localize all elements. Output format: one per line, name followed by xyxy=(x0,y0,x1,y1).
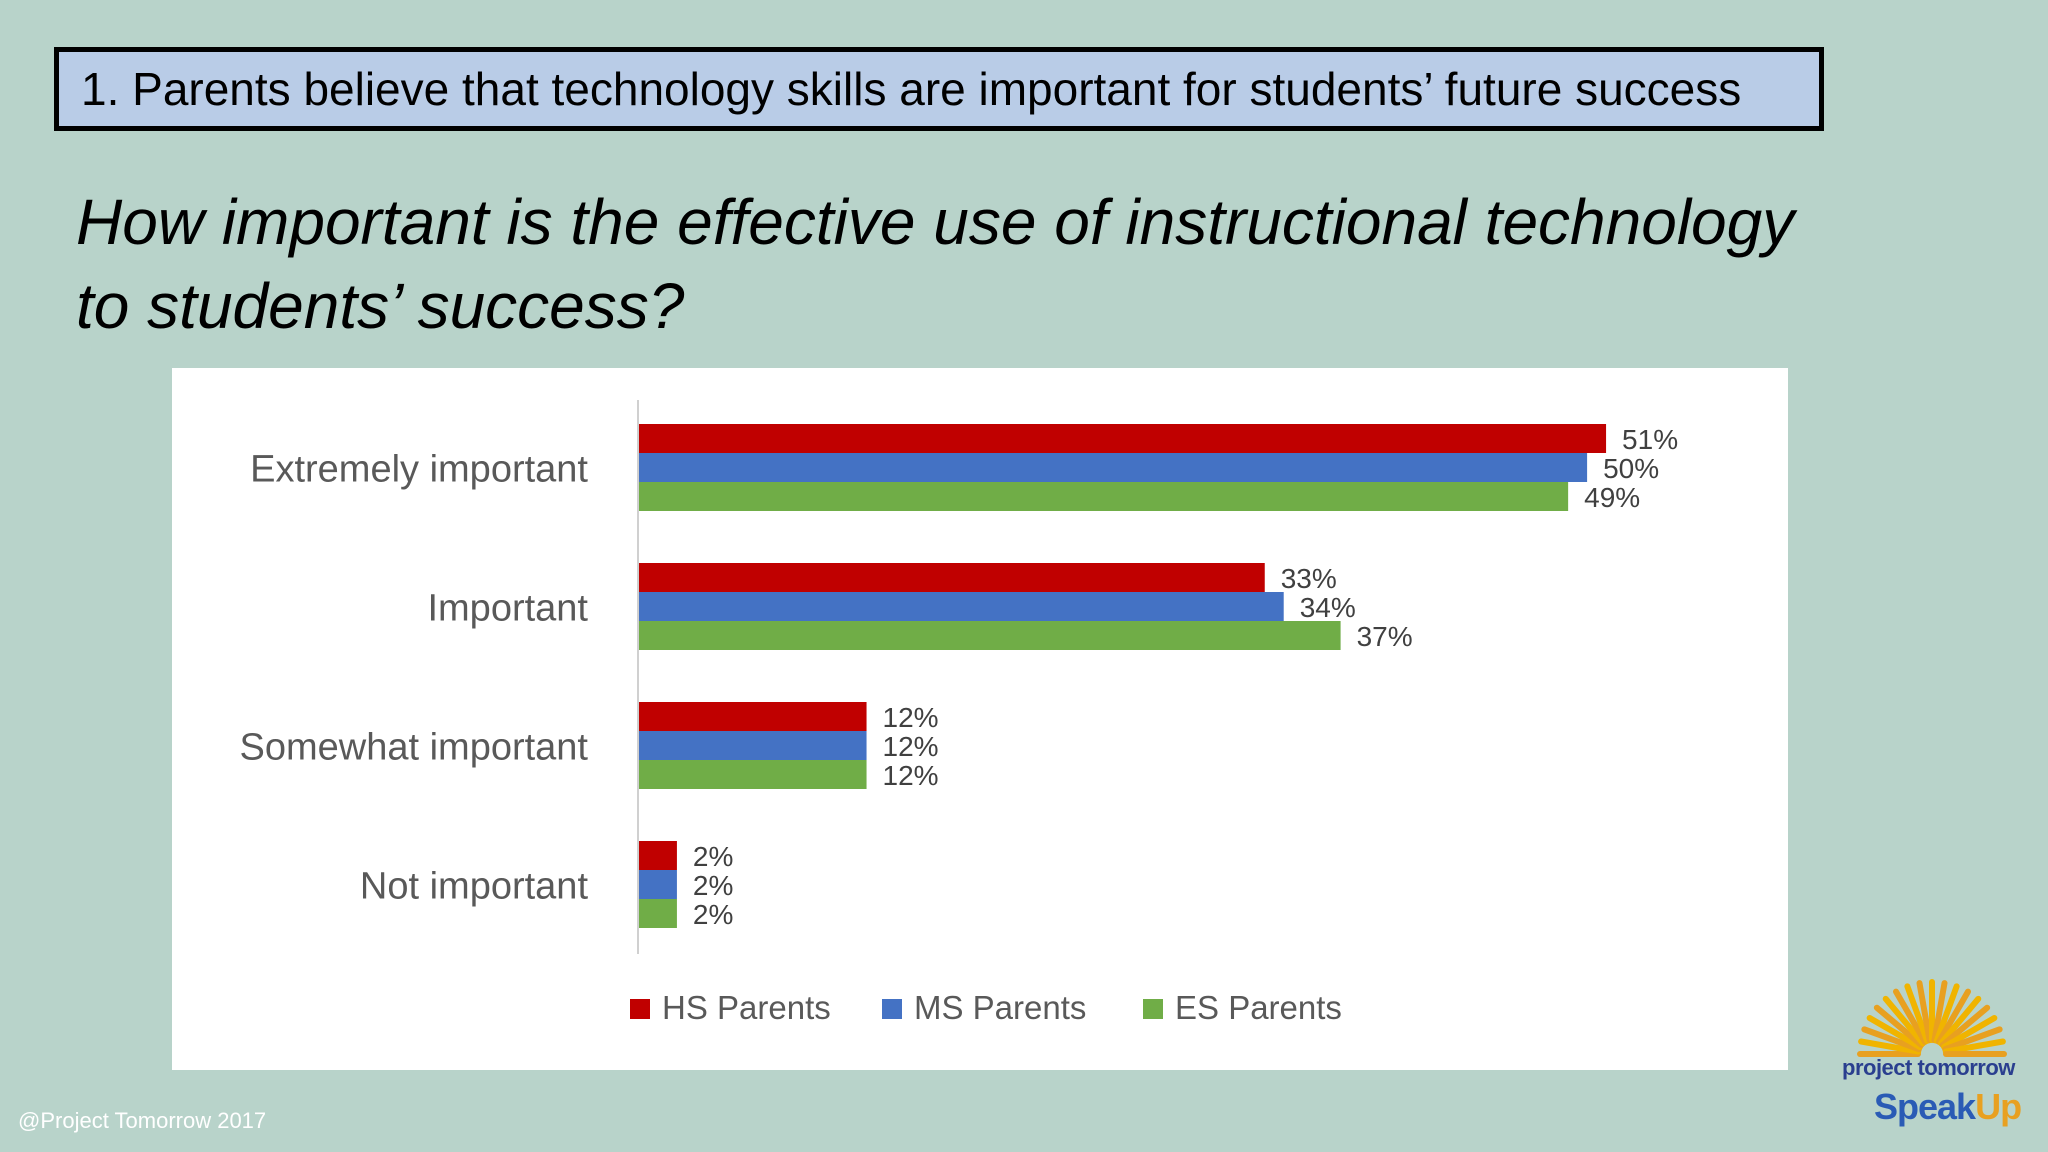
legend-label: HS Parents xyxy=(662,989,831,1026)
bar xyxy=(639,453,1588,482)
category-label: Extremely important xyxy=(250,449,588,491)
data-label: 33% xyxy=(1281,563,1337,594)
question-line-2: to students’ success? xyxy=(76,270,685,342)
data-label: 2% xyxy=(693,899,733,930)
question-line-1: How important is the effective use of in… xyxy=(76,186,1795,258)
sun-ray xyxy=(1893,988,1928,1045)
bar xyxy=(639,870,677,899)
sun-ray xyxy=(1936,988,1971,1045)
data-label: 2% xyxy=(693,841,733,872)
logo-text-up: Up xyxy=(1975,1086,2022,1127)
data-label: 2% xyxy=(693,870,733,901)
sun-ray xyxy=(1941,1015,1998,1050)
sun-ray xyxy=(1873,1004,1925,1049)
bar xyxy=(639,621,1341,650)
bar-chart: Extremely important 51%50%49% Important 33%… xyxy=(240,400,1678,1026)
logo-text-speak: Speak xyxy=(1874,1086,1976,1127)
data-label: 12% xyxy=(883,731,939,762)
bar xyxy=(639,702,867,731)
bar xyxy=(639,731,867,760)
footer-credit: @Project Tomorrow 2017 xyxy=(18,1108,267,1133)
bar xyxy=(639,482,1569,511)
bar xyxy=(639,563,1265,592)
header-title: 1. Parents believe that technology skill… xyxy=(81,63,1742,115)
category-label: Somewhat important xyxy=(240,727,589,769)
sun-ray xyxy=(1942,1026,2003,1053)
logo-text-speakup: SpeakUp xyxy=(1874,1086,2022,1128)
legend-swatch xyxy=(630,999,650,1019)
bar xyxy=(639,841,677,870)
bar xyxy=(639,760,867,789)
sun-ray xyxy=(1937,995,1982,1047)
data-label: 49% xyxy=(1584,482,1640,513)
bar xyxy=(639,899,677,928)
sun-ray xyxy=(1916,980,1933,1044)
bar xyxy=(639,424,1607,453)
legend-swatch xyxy=(1143,999,1163,1019)
category-label: Not important xyxy=(360,866,589,908)
data-label: 50% xyxy=(1603,453,1659,484)
sun-ray xyxy=(1861,1026,1922,1053)
data-label: 37% xyxy=(1357,621,1413,652)
legend-label: MS Parents xyxy=(914,989,1086,1026)
legend-label: ES Parents xyxy=(1175,989,1342,1026)
legend-swatch xyxy=(882,999,902,1019)
data-label: 12% xyxy=(883,702,939,733)
sun-ray xyxy=(1858,1038,1922,1055)
category-label: Important xyxy=(427,588,588,630)
sun-ray xyxy=(1939,1004,1991,1049)
sun-ray xyxy=(1904,983,1931,1044)
sun-ray xyxy=(1942,1038,2006,1055)
slide-header: 1. Parents believe that technology skill… xyxy=(54,47,1824,131)
question-title: How important is the effective use of in… xyxy=(76,180,1896,348)
chart-panel: Extremely important 51% 50% 49% Important 33%… xyxy=(172,368,1788,1070)
sun-ray xyxy=(1933,983,1960,1044)
sun-ray xyxy=(1882,995,1927,1047)
sun-ray xyxy=(1866,1015,1923,1050)
logo-text-project-tomorrow: project tomorrow xyxy=(1842,1055,2015,1080)
sun-ray xyxy=(1931,980,1948,1044)
data-label: 51% xyxy=(1622,424,1678,455)
bar xyxy=(639,592,1284,621)
data-label: 12% xyxy=(883,760,939,791)
sunburst-logo-icon xyxy=(1857,979,2007,1057)
data-label: 34% xyxy=(1300,592,1356,623)
